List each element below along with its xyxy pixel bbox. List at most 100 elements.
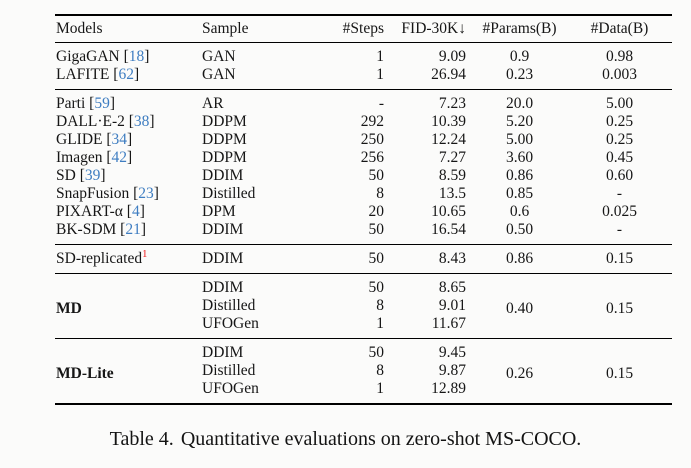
cell-model: BK-SDM [21]	[56, 221, 147, 238]
cell-fid: 13.5	[438, 185, 466, 202]
cell-fid: 26.94	[431, 66, 466, 83]
table-row: GLIDE [34] DDPM 250 12.24 5.00 0.25	[55, 131, 672, 149]
citation-number[interactable]: 23	[138, 185, 154, 202]
cell-steps: 250	[360, 131, 384, 148]
table-row: SD-replicated1 DDIM 50 8.43 0.86 0.15	[55, 245, 672, 274]
cell-params: 0.23	[505, 66, 534, 83]
citation-number[interactable]: 42	[111, 149, 128, 166]
citation-number[interactable]: 62	[118, 66, 134, 83]
citation-link[interactable]: [23]	[129, 185, 159, 202]
cell-fid: 9.87	[438, 362, 466, 379]
citation-link[interactable]: [62]	[109, 66, 140, 83]
citation-number[interactable]: 21	[125, 221, 141, 238]
cell-model: Imagen [42]	[56, 149, 133, 166]
cell-data: 0.25	[605, 113, 634, 130]
citation-number[interactable]: 39	[84, 167, 101, 184]
cell-model: GLIDE [34]	[56, 131, 133, 148]
cell-model: MD-Lite	[56, 364, 114, 382]
table-caption-text: Quantitative evaluations on zero-shot MS…	[180, 428, 582, 450]
cell-sample: DDIM	[202, 344, 244, 361]
cell-params: 3.60	[505, 149, 534, 166]
citation-number[interactable]: 4	[131, 203, 140, 220]
cell-fid: 8.43	[438, 250, 466, 267]
cell-params: 0.85	[505, 185, 534, 202]
cell-params: 20.0	[505, 95, 534, 112]
cell-steps: 50	[368, 344, 385, 361]
cell-steps: 50	[368, 279, 385, 296]
cell-model: GigaGAN [18]	[56, 48, 150, 65]
column-header-sample: Sample	[202, 15, 297, 43]
cell-data: 0.025	[602, 203, 637, 220]
cell-sample: DDPM	[202, 113, 247, 130]
citation-link[interactable]: [18]	[119, 48, 150, 65]
cell-params: 0.9	[509, 48, 530, 65]
header-row: Models Sample #Steps FID-30K↓ #Params(B) #Dat…	[55, 15, 672, 43]
cell-model: Parti [59]	[56, 95, 115, 112]
citation-number[interactable]: 34	[111, 131, 128, 148]
cell-model: MD	[56, 299, 82, 317]
cell-data: 0.003	[602, 66, 637, 83]
results-table: Models Sample #Steps FID-30K↓ #Params(B) #Dat…	[55, 14, 672, 405]
cell-fid: 9.09	[438, 48, 466, 65]
citation-number[interactable]: 38	[133, 113, 150, 130]
table-group: Parti [59] AR - 7.23 20.0 5.00 DALL·E-2 [38] DD…	[55, 89, 672, 245]
citation-link[interactable]: [39]	[75, 167, 106, 184]
cell-sample: Distilled	[202, 297, 256, 314]
citation-link[interactable]: [21]	[116, 221, 147, 238]
cell-steps: 8	[376, 362, 384, 379]
cell-sample: DDIM	[202, 279, 244, 296]
citation-number[interactable]: 59	[94, 95, 110, 112]
cell-fid: 12.24	[431, 131, 466, 148]
cell-sample: DDIM	[202, 221, 244, 238]
cell-data: 0.60	[605, 167, 634, 184]
column-header-data: #Data(B)	[567, 15, 672, 43]
cell-data: 0.15	[605, 250, 634, 267]
cell-sample: Distilled	[202, 362, 256, 379]
cell-sample: DPM	[202, 203, 236, 220]
cell-data: -	[616, 185, 623, 202]
table-row: BK-SDM [21] DDIM 50 16.54 0.50 -	[55, 221, 672, 245]
cell-steps: 1	[376, 66, 384, 83]
cell-fid: 7.23	[438, 95, 466, 112]
cell-sample: DDPM	[202, 131, 247, 148]
table-row: MD DDIM 50 8.65 0.40 0.15	[55, 274, 672, 317]
cell-sample: UFOGen	[202, 315, 259, 332]
cell-fid: 8.59	[438, 167, 466, 184]
column-header-fid: FID-30K↓	[387, 15, 472, 43]
cell-sample: UFOGen	[202, 380, 259, 397]
citation-link[interactable]: [42]	[102, 149, 133, 166]
table-group: SD-replicated1 DDIM 50 8.43 0.86 0.15	[55, 244, 672, 274]
table-row: UFOGen 1 11.67	[55, 315, 672, 339]
cell-data: 0.45	[605, 149, 634, 166]
cell-steps: 8	[376, 297, 384, 314]
cell-data: 0.98	[605, 48, 634, 65]
cell-steps: 1	[376, 380, 384, 397]
citation-link[interactable]: [38]	[124, 113, 155, 130]
table-group: MD-Lite DDIM 50 9.45 0.26 0.15 Distilled 8 9.87 U…	[55, 338, 672, 405]
table-row: GigaGAN [18] GAN 1 9.09 0.9 0.98	[55, 43, 672, 67]
table-row: Distilled 8 9.87	[55, 362, 672, 380]
table-row: Parti [59] AR - 7.23 20.0 5.00	[55, 90, 672, 114]
cell-model: SnapFusion [23]	[56, 185, 159, 202]
citation-link[interactable]: [4]	[122, 203, 145, 220]
cell-fid: 10.65	[431, 203, 466, 220]
cell-model: LAFITE [62]	[56, 66, 140, 83]
cell-model: SD-replicated1	[56, 248, 148, 267]
citation-link[interactable]: [34]	[102, 131, 133, 148]
cell-fid: 16.54	[431, 221, 466, 238]
table-row: MD-Lite DDIM 50 9.45 0.26 0.15	[55, 339, 672, 382]
cell-sample: DDIM	[202, 250, 244, 267]
cell-sample: GAN	[202, 66, 236, 83]
cell-steps: 256	[360, 149, 384, 166]
cell-sample: Distilled	[202, 185, 256, 202]
table-row: UFOGen 1 12.89	[55, 380, 672, 404]
column-header-steps: #Steps	[297, 15, 387, 43]
citation-number[interactable]: 18	[128, 48, 145, 65]
cell-sample: AR	[202, 95, 224, 112]
footnote-marker[interactable]: 1	[142, 248, 148, 260]
cell-sample: DDPM	[202, 149, 247, 166]
table-row: LAFITE [62] GAN 1 26.94 0.23 0.003	[55, 66, 672, 90]
cell-data: 5.00	[605, 95, 634, 112]
cell-model: SD [39]	[56, 167, 106, 184]
citation-link[interactable]: [59]	[85, 95, 115, 112]
